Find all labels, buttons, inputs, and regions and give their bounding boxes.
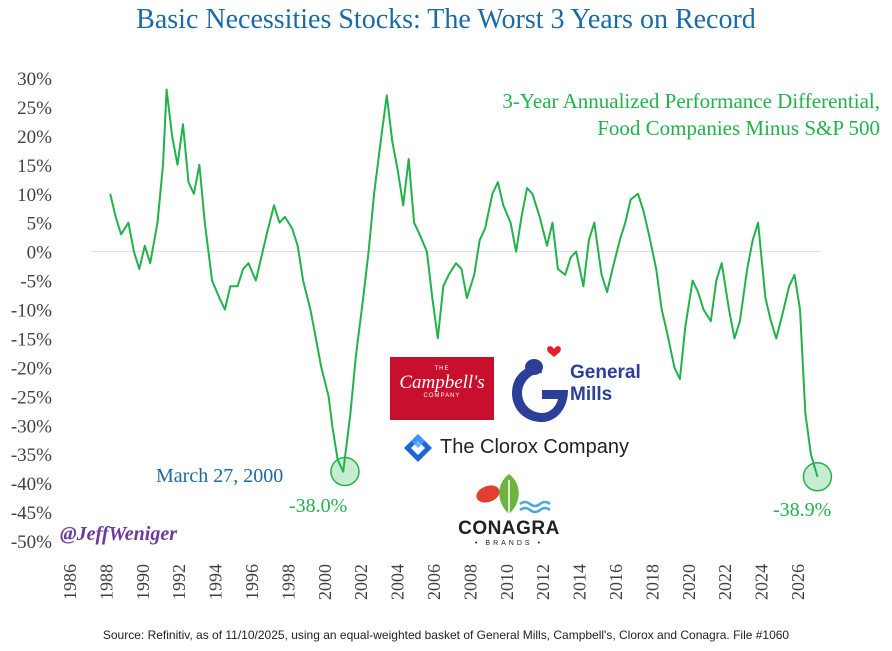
y-tick-label: -10% (11, 301, 52, 322)
y-tick-label: -50% (11, 532, 52, 553)
y-tick-label: 25% (17, 98, 52, 119)
campbells-logo-top: THE (434, 366, 450, 372)
y-tick-label: 5% (27, 214, 53, 235)
y-tick-label: -15% (11, 329, 52, 350)
x-tick-label: 2006 (424, 564, 444, 600)
conagra-leaf-icon (476, 474, 551, 514)
series-label-line-1: 3-Year Annualized Performance Differenti… (502, 89, 880, 113)
y-tick-label: 10% (17, 185, 52, 206)
source-note: Source: Refinitiv, as of 11/10/2025, usi… (102, 628, 790, 642)
y-tick-label: 15% (17, 156, 52, 177)
x-tick-label: 2014 (570, 564, 590, 600)
x-tick-label: 2012 (533, 564, 553, 600)
y-tick-label: 20% (17, 127, 52, 148)
trough-marker-2025 (802, 462, 833, 492)
x-tick-label: 2004 (388, 564, 408, 600)
x-tick-label: 2010 (497, 564, 517, 600)
y-axis: 30% 25% 20% 15% 10% 5% 0% -5% -10% -15% -20% -25% -3… (11, 69, 52, 553)
x-tick-label: 2022 (715, 564, 735, 600)
x-tick-label: 2008 (460, 564, 480, 600)
x-tick-label: 2018 (642, 564, 662, 600)
y-tick-label: -40% (11, 474, 52, 495)
x-tick-label: 1998 (278, 564, 298, 600)
series-line (109, 88, 819, 478)
x-tick-label: 2020 (679, 564, 699, 600)
chart-title: Basic Necessities Stocks: The Worst 3 Ye… (136, 4, 756, 35)
x-tick-label: 2024 (752, 564, 772, 600)
x-tick-label: 1988 (96, 564, 116, 600)
trough-marker-2000 (330, 456, 360, 487)
general-mills-g-icon (512, 346, 568, 422)
series-label-line-2: Food Companies Minus S&P 500 (597, 116, 880, 140)
general-mills-word-1: General (570, 362, 641, 383)
general-mills-logo: General Mills (508, 343, 658, 423)
y-tick-label: 30% (17, 69, 52, 90)
annotation-trough-date: March 27, 2000 (156, 465, 284, 487)
campbells-logo: THE Campbell's COMPANY (390, 357, 494, 420)
conagra-subtitle: • BRANDS • (475, 540, 543, 547)
annotation-trough-2000-value: -38.0% (289, 495, 348, 517)
y-tick-label: -20% (11, 358, 52, 379)
x-tick-label: 1992 (169, 564, 189, 600)
y-tick-label: -35% (11, 445, 52, 466)
general-mills-word-2: Mills (570, 384, 613, 405)
x-tick-label: 1996 (242, 564, 262, 600)
conagra-wordmark: CONAGRA (458, 518, 560, 539)
x-tick-label: 2026 (788, 564, 808, 600)
x-tick-label: 2000 (315, 564, 335, 600)
y-tick-label: -45% (11, 503, 52, 524)
y-tick-label: -30% (11, 416, 52, 437)
y-tick-label: -5% (20, 272, 52, 293)
x-tick-label: 2016 (606, 564, 626, 600)
clorox-logo: The Clorox Company (402, 432, 662, 464)
clorox-diamond-icon (404, 434, 432, 462)
conagra-logo: CONAGRA • BRANDS • (450, 470, 568, 550)
campbells-logo-bottom: COMPANY (423, 393, 461, 399)
clorox-wordmark: The Clorox Company (440, 436, 629, 458)
series-label: 3-Year Annualized Performance Differenti… (502, 88, 880, 142)
author-handle: @JeffWeniger (60, 523, 177, 545)
x-axis: 1986 1988 1990 1992 1994 1996 1998 2000 2002 2004… (60, 564, 808, 600)
x-tick-label: 1986 (60, 564, 80, 600)
x-tick-label: 1990 (133, 564, 153, 600)
y-tick-label: 0% (27, 243, 53, 264)
x-tick-label: 1994 (206, 564, 226, 600)
y-tick-label: -25% (11, 387, 52, 408)
x-tick-label: 2002 (351, 564, 371, 600)
campbells-logo-name: Campbell's (399, 372, 485, 393)
annotation-trough-2025-value: -38.9% (773, 499, 832, 521)
